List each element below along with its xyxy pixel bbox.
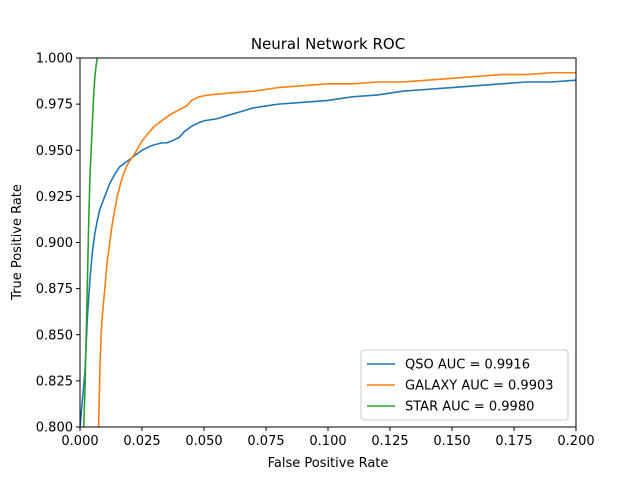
legend-box bbox=[360, 349, 569, 421]
x-axis-label: False Positive Rate bbox=[268, 456, 389, 471]
x-tick-label: 0.125 bbox=[371, 434, 408, 449]
x-tick-label: 0.150 bbox=[433, 434, 470, 449]
y-tick-label: 0.825 bbox=[36, 374, 73, 389]
x-tick-label: 0.025 bbox=[123, 434, 160, 449]
plot-area bbox=[80, 58, 576, 427]
x-tick-label: 0.000 bbox=[61, 434, 98, 449]
y-axis: 0.800 0.825 0.850 0.875 0.900 0.925 0.950 0.975… bbox=[36, 52, 80, 436]
y-tick-label: 0.800 bbox=[36, 421, 73, 436]
y-tick-label: 0.850 bbox=[36, 328, 73, 343]
series-line-2 bbox=[82, 58, 99, 427]
legend-label-1: GALAXY AUC = 0.9903 bbox=[405, 379, 554, 394]
series-line-0 bbox=[80, 79, 576, 427]
y-tick-label: 0.925 bbox=[36, 190, 73, 205]
x-axis: 0.000 0.025 0.050 0.075 0.100 0.125 0.150 0.175… bbox=[61, 427, 595, 449]
series-line-1 bbox=[97, 71, 576, 427]
y-tick-label: 0.900 bbox=[36, 236, 73, 251]
y-tick-label: 0.950 bbox=[36, 144, 73, 159]
chart-title: Neural Network ROC bbox=[251, 35, 405, 53]
y-axis-label: True Positive Rate bbox=[10, 184, 25, 301]
legend-label-2: STAR AUC = 0.9980 bbox=[405, 400, 534, 415]
x-tick-label: 0.175 bbox=[495, 434, 532, 449]
legend-label-0: QSO AUC = 0.9916 bbox=[405, 358, 530, 373]
x-tick-label: 0.075 bbox=[247, 434, 284, 449]
y-tick-label: 0.875 bbox=[36, 282, 73, 297]
x-tick-label: 0.200 bbox=[557, 434, 594, 449]
legend: QSO AUC = 0.9916 GALAXY AUC = 0.9903 STAR … bbox=[360, 349, 569, 421]
y-tick-label: 1.000 bbox=[36, 52, 73, 67]
y-tick-label: 0.975 bbox=[36, 98, 73, 113]
x-tick-label: 0.100 bbox=[309, 434, 346, 449]
x-tick-label: 0.050 bbox=[185, 434, 222, 449]
